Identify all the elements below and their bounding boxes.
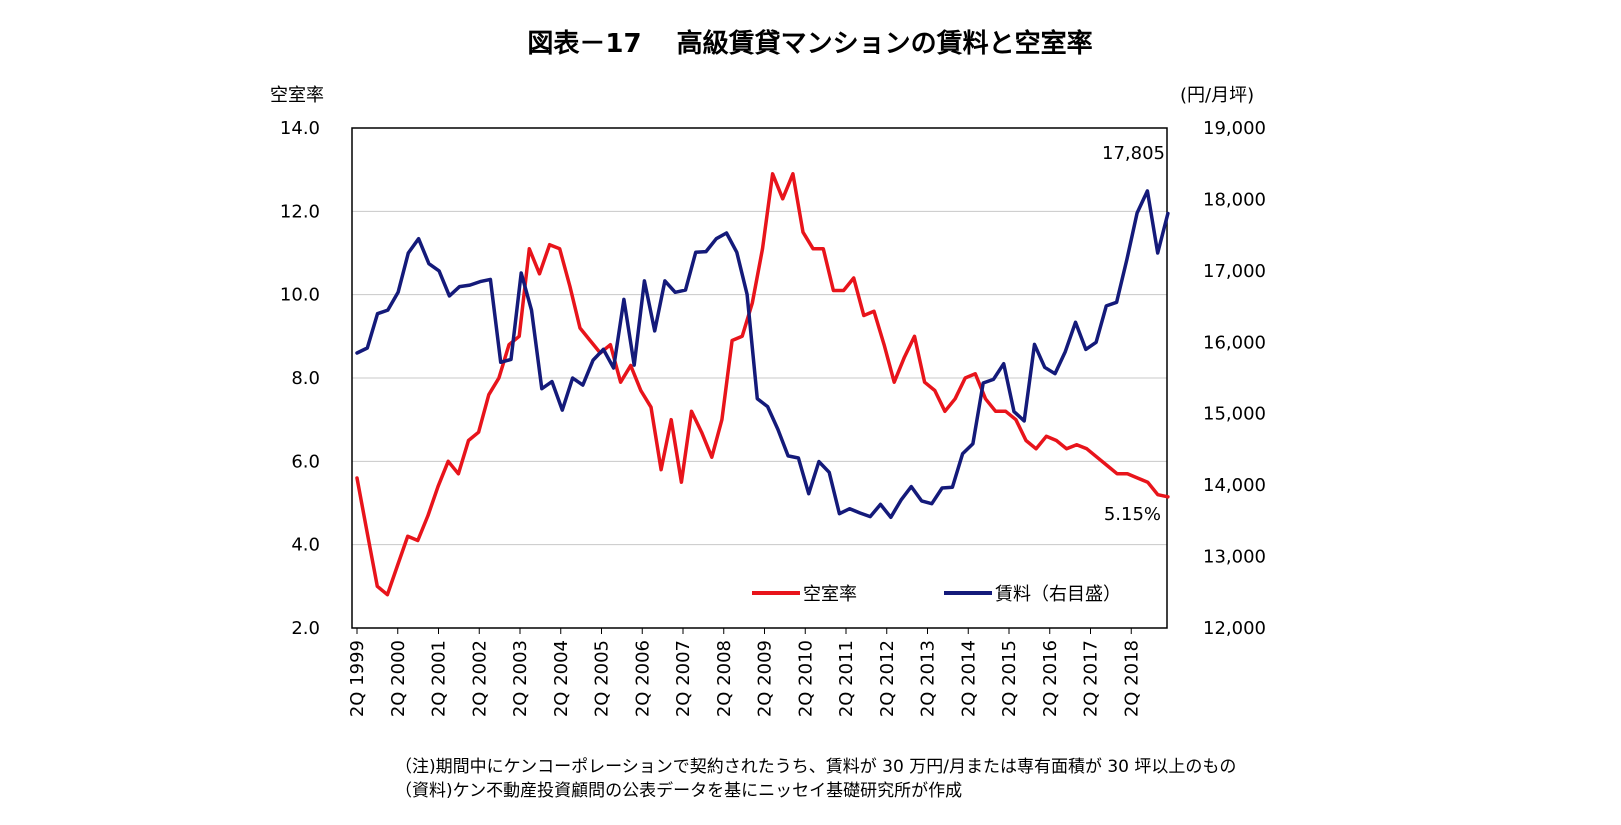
x-tick-label: 2Q 2002	[469, 640, 490, 717]
x-tick-label: 2Q 2007	[673, 640, 694, 717]
x-tick-label: 2Q 1999	[347, 640, 368, 717]
legend-label-rent: 賃料（右目盛）	[995, 584, 1121, 605]
x-tick-label: 2Q 2005	[592, 640, 613, 717]
x-tick-label: 2Q 2003	[510, 640, 531, 717]
legend-label-vacancy: 空室率	[803, 584, 857, 605]
x-tick-label: 2Q 2010	[795, 640, 816, 717]
x-tick-label: 2Q 2008	[714, 640, 735, 717]
x-tick-label: 2Q 2004	[551, 640, 572, 717]
vacancy-last-label: 5.15%	[1104, 504, 1161, 525]
x-tick-label: 2Q 2016	[1040, 640, 1061, 717]
right-tick-label: 17,000	[1203, 261, 1266, 282]
chart-title: 図表－17 高級賃貸マンションの賃料と空室率	[527, 28, 1092, 59]
left-axis-ticks: 2.0 4.0 6.0 8.0 10.0 12.0 14.0	[280, 118, 320, 639]
x-tick-label: 2Q 2006	[632, 640, 653, 717]
left-tick-label: 14.0	[280, 118, 320, 139]
x-tick-label: 2Q 2017	[1081, 640, 1102, 717]
right-tick-label: 14,000	[1203, 475, 1266, 496]
gridlines	[352, 210, 1167, 546]
vacancy-rate-line	[355, 172, 1170, 597]
x-tick-label: 2Q 2014	[958, 640, 979, 717]
left-tick-label: 10.0	[280, 285, 320, 306]
legend: 空室率 賃料（右目盛）	[752, 584, 1121, 605]
rent-last-label: 17,805	[1102, 143, 1165, 164]
right-tick-label: 16,000	[1203, 332, 1266, 353]
x-tick-label: 2Q 2012	[877, 640, 898, 717]
x-axis-ticks: 2Q 1999 2Q 2000 2Q 2001 2Q 2002 2Q 2003 2Q 20…	[347, 628, 1142, 717]
x-tick-label: 2Q 2011	[836, 640, 857, 717]
right-tick-label: 19,000	[1203, 118, 1266, 139]
left-axis-label: 空室率	[270, 85, 324, 106]
right-tick-label: 18,000	[1203, 189, 1266, 210]
x-tick-label: 2Q 2015	[999, 640, 1020, 717]
right-axis-label: (円/月坪)	[1180, 85, 1254, 106]
x-tick-label: 2Q 2009	[755, 640, 776, 717]
x-tick-label: 2Q 2018	[1121, 640, 1142, 717]
x-tick-label: 2Q 2013	[918, 640, 939, 717]
left-tick-label: 12.0	[280, 201, 320, 222]
x-tick-label: 2Q 2001	[429, 640, 450, 717]
note-line: （注)期間中にケンコーポレーションで契約されたうち、賃料が 30 万円/月または…	[395, 757, 1237, 777]
left-tick-label: 4.0	[291, 535, 320, 556]
right-tick-label: 13,000	[1203, 547, 1266, 568]
x-tick-label: 2Q 2000	[388, 640, 409, 717]
series-lines	[355, 172, 1170, 597]
left-tick-label: 6.0	[291, 451, 320, 472]
right-tick-label: 15,000	[1203, 404, 1266, 425]
left-tick-label: 2.0	[291, 618, 320, 639]
right-axis-ticks: 12,000 13,000 14,000 15,000 16,000 17,000 18,0…	[1203, 118, 1266, 639]
left-tick-label: 8.0	[291, 368, 320, 389]
plot-area-border	[351, 127, 1168, 629]
source-line: （資料)ケン不動産投資顧問の公表データを基にニッセイ基礎研究所が作成	[395, 781, 963, 801]
right-tick-label: 12,000	[1203, 618, 1266, 639]
rent-line	[355, 189, 1170, 520]
